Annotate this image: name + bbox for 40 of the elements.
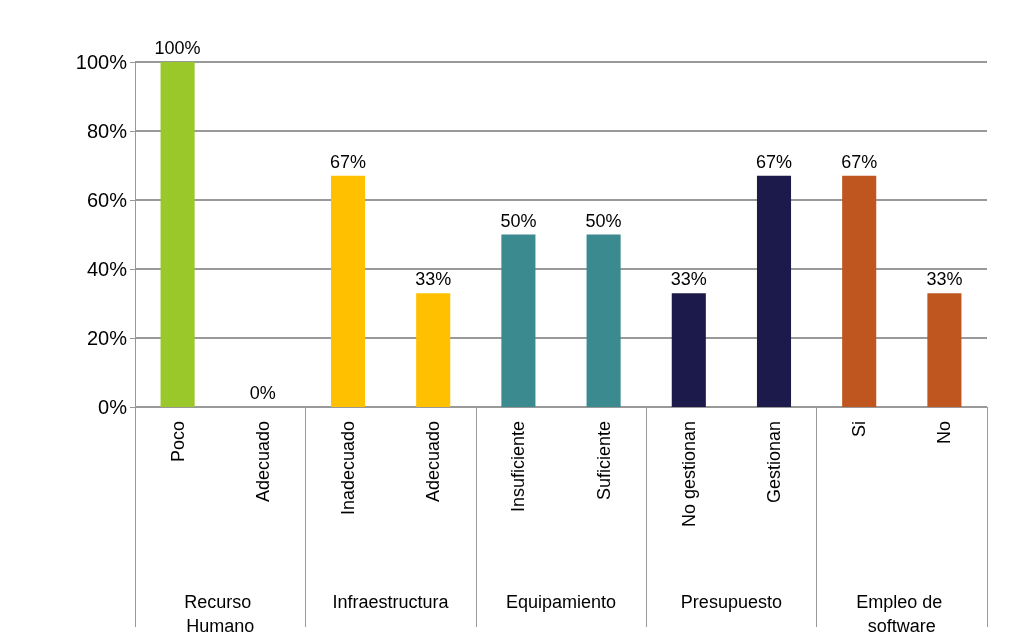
data-label: 100% (154, 38, 201, 58)
x-tick-label: Gestionan (764, 421, 784, 504)
text: Equipamiento (505, 592, 617, 612)
data-label: 50% (500, 210, 537, 231)
bar (671, 293, 706, 407)
x-tick-label: No (934, 421, 955, 445)
data-label: 67% (841, 151, 878, 172)
bar (416, 293, 451, 407)
data-label: 33% (415, 269, 452, 290)
bar (330, 175, 366, 407)
bar (756, 175, 792, 407)
text: Presupuesto (680, 592, 782, 612)
y-tick-label: 40% (86, 258, 128, 280)
y-tick-label: 60% (86, 189, 128, 211)
data-label: 33% (670, 269, 707, 290)
x-tick-label: Poco (167, 421, 188, 463)
x-tick-label: Insuficiente (508, 421, 529, 513)
x-tick-label: Suficiente (593, 421, 614, 501)
y-tick-label: 0% (98, 396, 128, 418)
x-tick-label: Si (849, 421, 870, 438)
y-tick-label: 100% (75, 51, 128, 73)
bar (842, 175, 877, 407)
x-tick-label: Adecuado (423, 421, 444, 503)
data-label: 67% (755, 151, 793, 172)
data-label: 33% (926, 269, 963, 290)
x-tick-label: Adecuado (252, 421, 273, 503)
x-tick-label: Inadecuado (338, 421, 358, 516)
y-tick-label: 80% (86, 120, 128, 142)
data-label: 50% (585, 210, 622, 231)
bar (927, 293, 962, 407)
text: Empleo de software (856, 592, 948, 636)
bar (160, 62, 195, 407)
x-tick-label: No gestionan (678, 421, 699, 528)
data-label: 0% (249, 383, 276, 403)
data-label: 67% (329, 151, 367, 172)
text: Recurso Humano (184, 592, 257, 636)
bar (501, 234, 536, 407)
text: Infraestructura (332, 592, 450, 612)
bar (586, 234, 621, 407)
y-tick-label: 20% (86, 327, 128, 349)
